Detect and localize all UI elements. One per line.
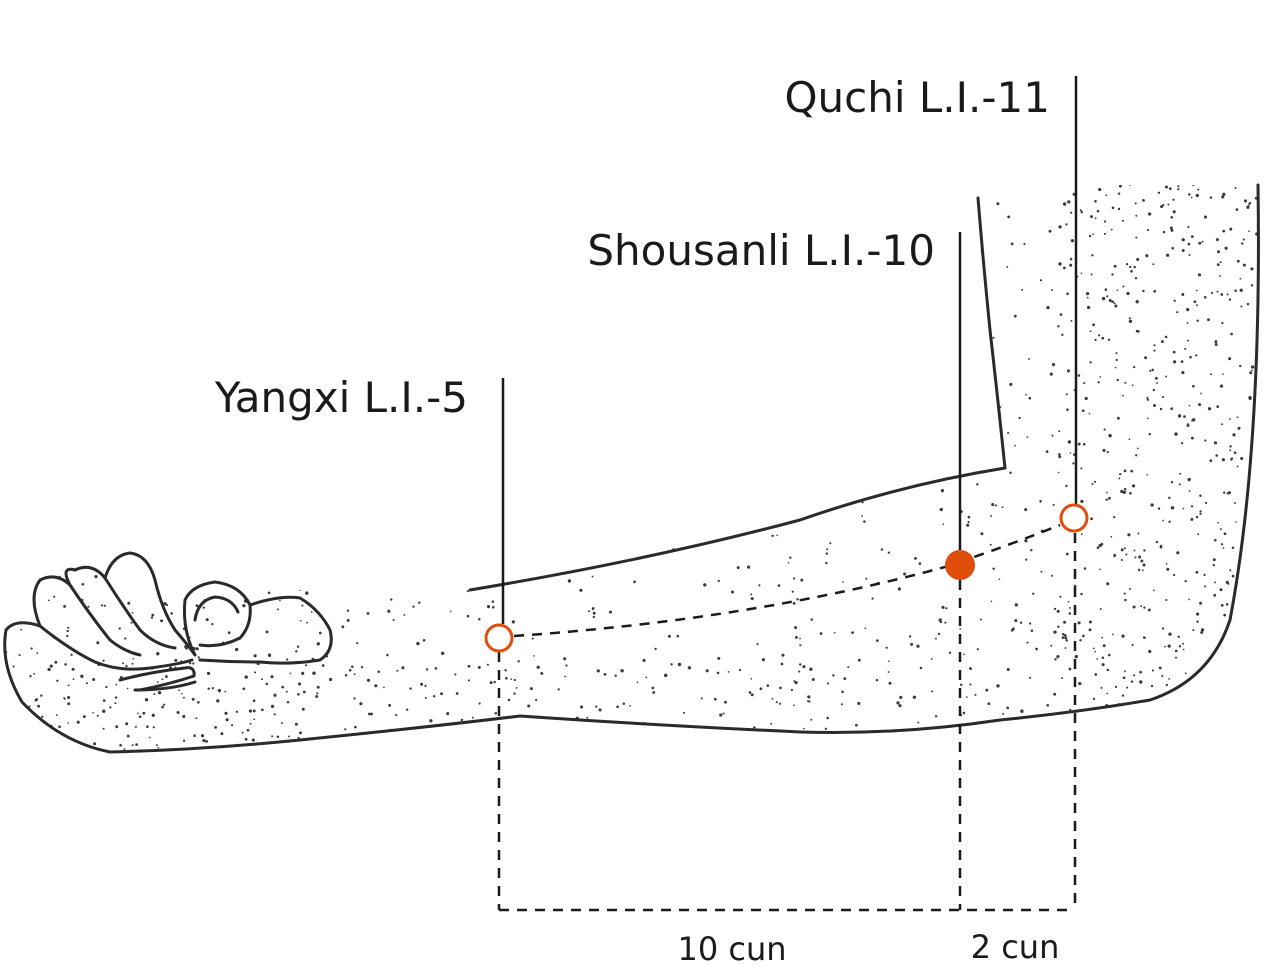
quchi-point-marker <box>1059 503 1089 533</box>
distance-label-2-cun: 2 cun <box>971 928 1060 966</box>
meridian-path <box>513 523 1061 638</box>
measurement-lines <box>497 533 1077 912</box>
shousanli-label: Shousanli L.I.-10 <box>587 226 935 275</box>
shousanli-point-marker <box>945 550 975 580</box>
arm-outline <box>3 183 1260 754</box>
yangxi-label: Yangxi L.I.-5 <box>214 373 468 422</box>
distance-label-10-cun: 10 cun <box>677 930 786 968</box>
quchi-label: Quchi L.I.-11 <box>785 73 1051 122</box>
yangxi-point-marker <box>484 623 514 653</box>
